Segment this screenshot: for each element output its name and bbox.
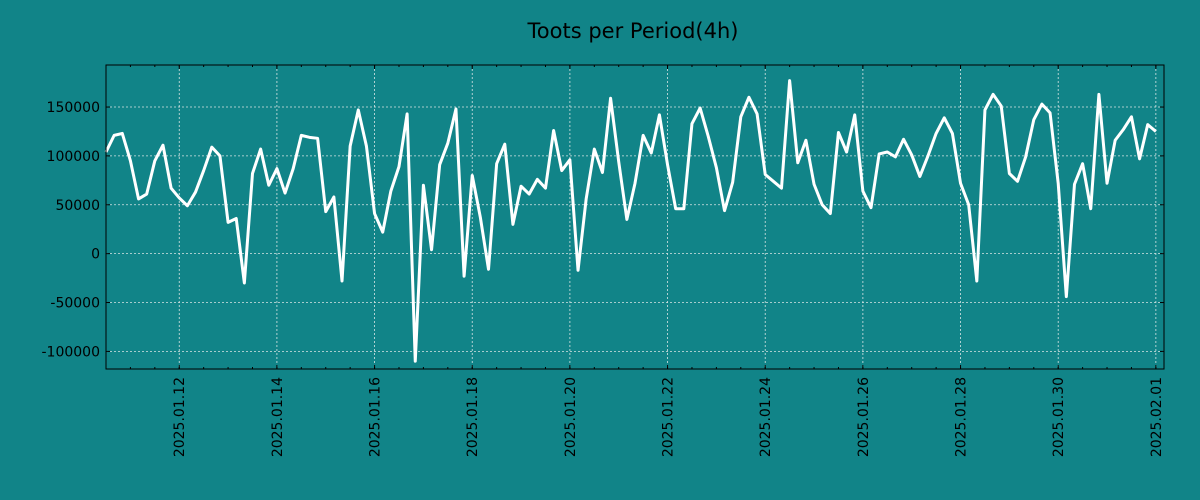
x-tick-label: 2025.02.01 bbox=[1149, 377, 1165, 457]
y-tick-label: 150000 bbox=[47, 100, 100, 116]
y-tick-label: -50000 bbox=[50, 296, 100, 312]
x-tick-label: 2025.01.14 bbox=[270, 377, 286, 457]
x-tick-label: 2025.01.30 bbox=[1051, 377, 1067, 457]
plot-area bbox=[106, 65, 1164, 369]
x-tick-label: 2025.01.24 bbox=[758, 377, 774, 457]
y-tick-label: 100000 bbox=[47, 149, 100, 165]
y-tick-label: 0 bbox=[91, 247, 100, 263]
y-tick-label: -100000 bbox=[42, 344, 101, 360]
y-tick-label: 50000 bbox=[55, 198, 100, 214]
x-axis-labels: 2025.01.12 2025.01.14 2025.01.16 2025.01.18… bbox=[172, 377, 1165, 457]
grid-lines bbox=[106, 65, 1164, 369]
series-line bbox=[104, 79, 1157, 363]
y-axis-labels: -100000 -50000 0 50000 100000 150000 bbox=[42, 100, 101, 360]
x-tick-label: 2025.01.18 bbox=[465, 377, 481, 457]
chart-title: Toots per Period(4h) bbox=[527, 19, 739, 43]
x-tick-label: 2025.01.22 bbox=[661, 377, 677, 457]
x-tick-label: 2025.01.16 bbox=[368, 377, 384, 457]
x-tick-label: 2025.01.26 bbox=[856, 377, 872, 457]
x-tick-label: 2025.01.12 bbox=[172, 377, 188, 457]
x-tick-label: 2025.01.28 bbox=[954, 377, 970, 457]
plot-frame bbox=[105, 64, 1165, 370]
x-tick-label: 2025.01.20 bbox=[563, 377, 579, 457]
